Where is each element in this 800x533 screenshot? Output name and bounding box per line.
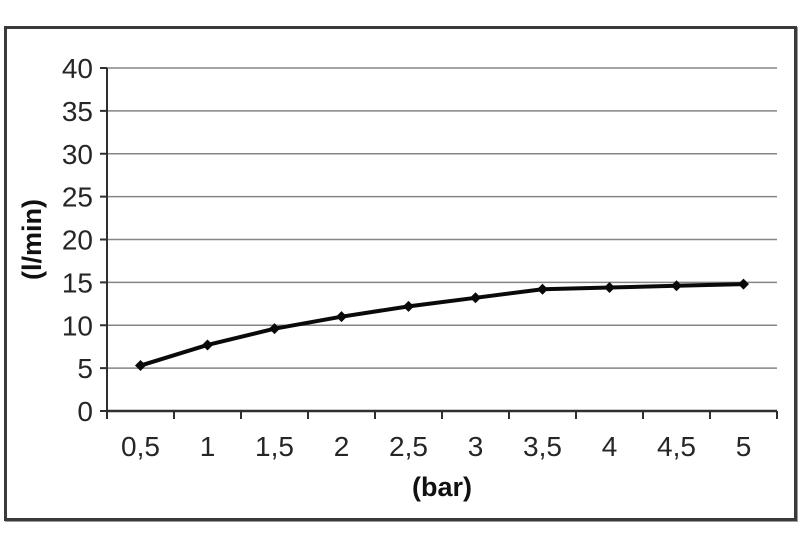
y-tick-label: 25 — [62, 182, 93, 213]
x-tick-label: 3,5 — [523, 431, 562, 462]
y-tick-label: 10 — [62, 310, 93, 341]
y-tick-label: 30 — [62, 139, 93, 170]
x-tick-label: 2,5 — [389, 431, 428, 462]
x-tick-label: 2 — [334, 431, 350, 462]
x-tick-label: 5 — [736, 431, 752, 462]
y-tick-label: 35 — [62, 96, 93, 127]
x-tick-label: 1,5 — [255, 431, 294, 462]
x-tick-label: 1 — [200, 431, 216, 462]
data-point-marker — [269, 323, 280, 335]
data-point-marker — [604, 282, 615, 294]
data-point-marker — [202, 339, 213, 351]
data-point-marker — [537, 283, 548, 295]
data-line — [138, 282, 746, 368]
y-tick-label: 20 — [62, 225, 93, 256]
data-point-marker — [336, 311, 347, 323]
y-tick-label: 5 — [77, 353, 93, 384]
chart-frame: 0 5 10 15 20 25 30 35 40 0,5 1 1,5 2 2,5 3 3,5 4 4,5 5 (l/… — [4, 26, 797, 521]
data-point-marker — [738, 278, 749, 290]
data-point-marker — [403, 300, 414, 312]
y-tick-label: 0 — [77, 396, 93, 427]
x-tick-label: 4 — [602, 431, 618, 462]
data-point-marker — [671, 280, 682, 292]
y-tick-label: 40 — [62, 53, 93, 84]
y-tick-label: 15 — [62, 267, 93, 298]
chart-plot: 0 5 10 15 20 25 30 35 40 0,5 1 1,5 2 2,5 3 3,5 4 4,5 5 — [62, 53, 778, 462]
data-point-marker — [135, 360, 146, 372]
data-point-marker — [470, 292, 481, 304]
x-tick-label: 0,5 — [121, 431, 160, 462]
x-tick-label: 3 — [468, 431, 484, 462]
x-tick-label: 4,5 — [657, 431, 696, 462]
